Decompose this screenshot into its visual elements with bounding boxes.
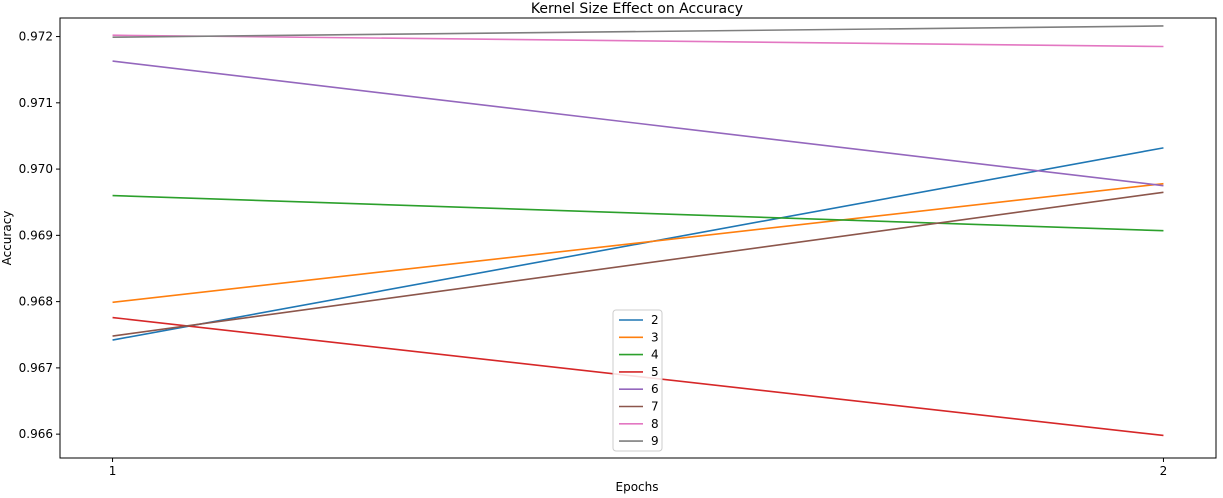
- series-line-6: [112, 60, 1164, 187]
- legend-box: [612, 309, 663, 452]
- plot-frame: [59, 17, 1217, 459]
- series-line-8: [112, 34, 1164, 48]
- x-tick-label: 1: [109, 464, 117, 478]
- legend-label-9: 9: [651, 434, 659, 448]
- y-tick-label: 0.970: [19, 162, 53, 176]
- y-axis: 0.966 0.967 0.968 0.969 0.970 0.971 0.972: [19, 30, 60, 441]
- series-line-4: [112, 194, 1164, 232]
- y-tick-label: 0.967: [19, 361, 53, 375]
- legend-label-5: 5: [651, 365, 659, 379]
- chart-title: Kernel Size Effect on Accuracy: [531, 1, 743, 17]
- series-lines: [112, 25, 1164, 437]
- series-line-7: [112, 191, 1164, 337]
- y-axis-label: Accuracy: [0, 211, 14, 266]
- y-tick-label: 0.969: [19, 228, 53, 242]
- legend-label-8: 8: [651, 417, 659, 431]
- legend: 2 3 4 5 6 7 8 9: [612, 309, 663, 452]
- x-tick-label: 2: [1160, 464, 1168, 478]
- legend-label-7: 7: [651, 400, 659, 414]
- series-line-3: [112, 182, 1164, 304]
- y-tick-label: 0.968: [19, 295, 53, 309]
- y-tick-label: 0.972: [19, 30, 53, 44]
- x-axis-label: Epochs: [616, 480, 659, 494]
- y-tick-label: 0.971: [19, 96, 53, 110]
- legend-label-4: 4: [651, 348, 659, 362]
- series-line-9: [112, 25, 1164, 39]
- legend-label-2: 2: [651, 313, 659, 327]
- legend-label-3: 3: [651, 330, 659, 344]
- legend-label-6: 6: [651, 382, 659, 396]
- series-line-2: [112, 147, 1164, 341]
- y-tick-label: 0.966: [19, 427, 53, 441]
